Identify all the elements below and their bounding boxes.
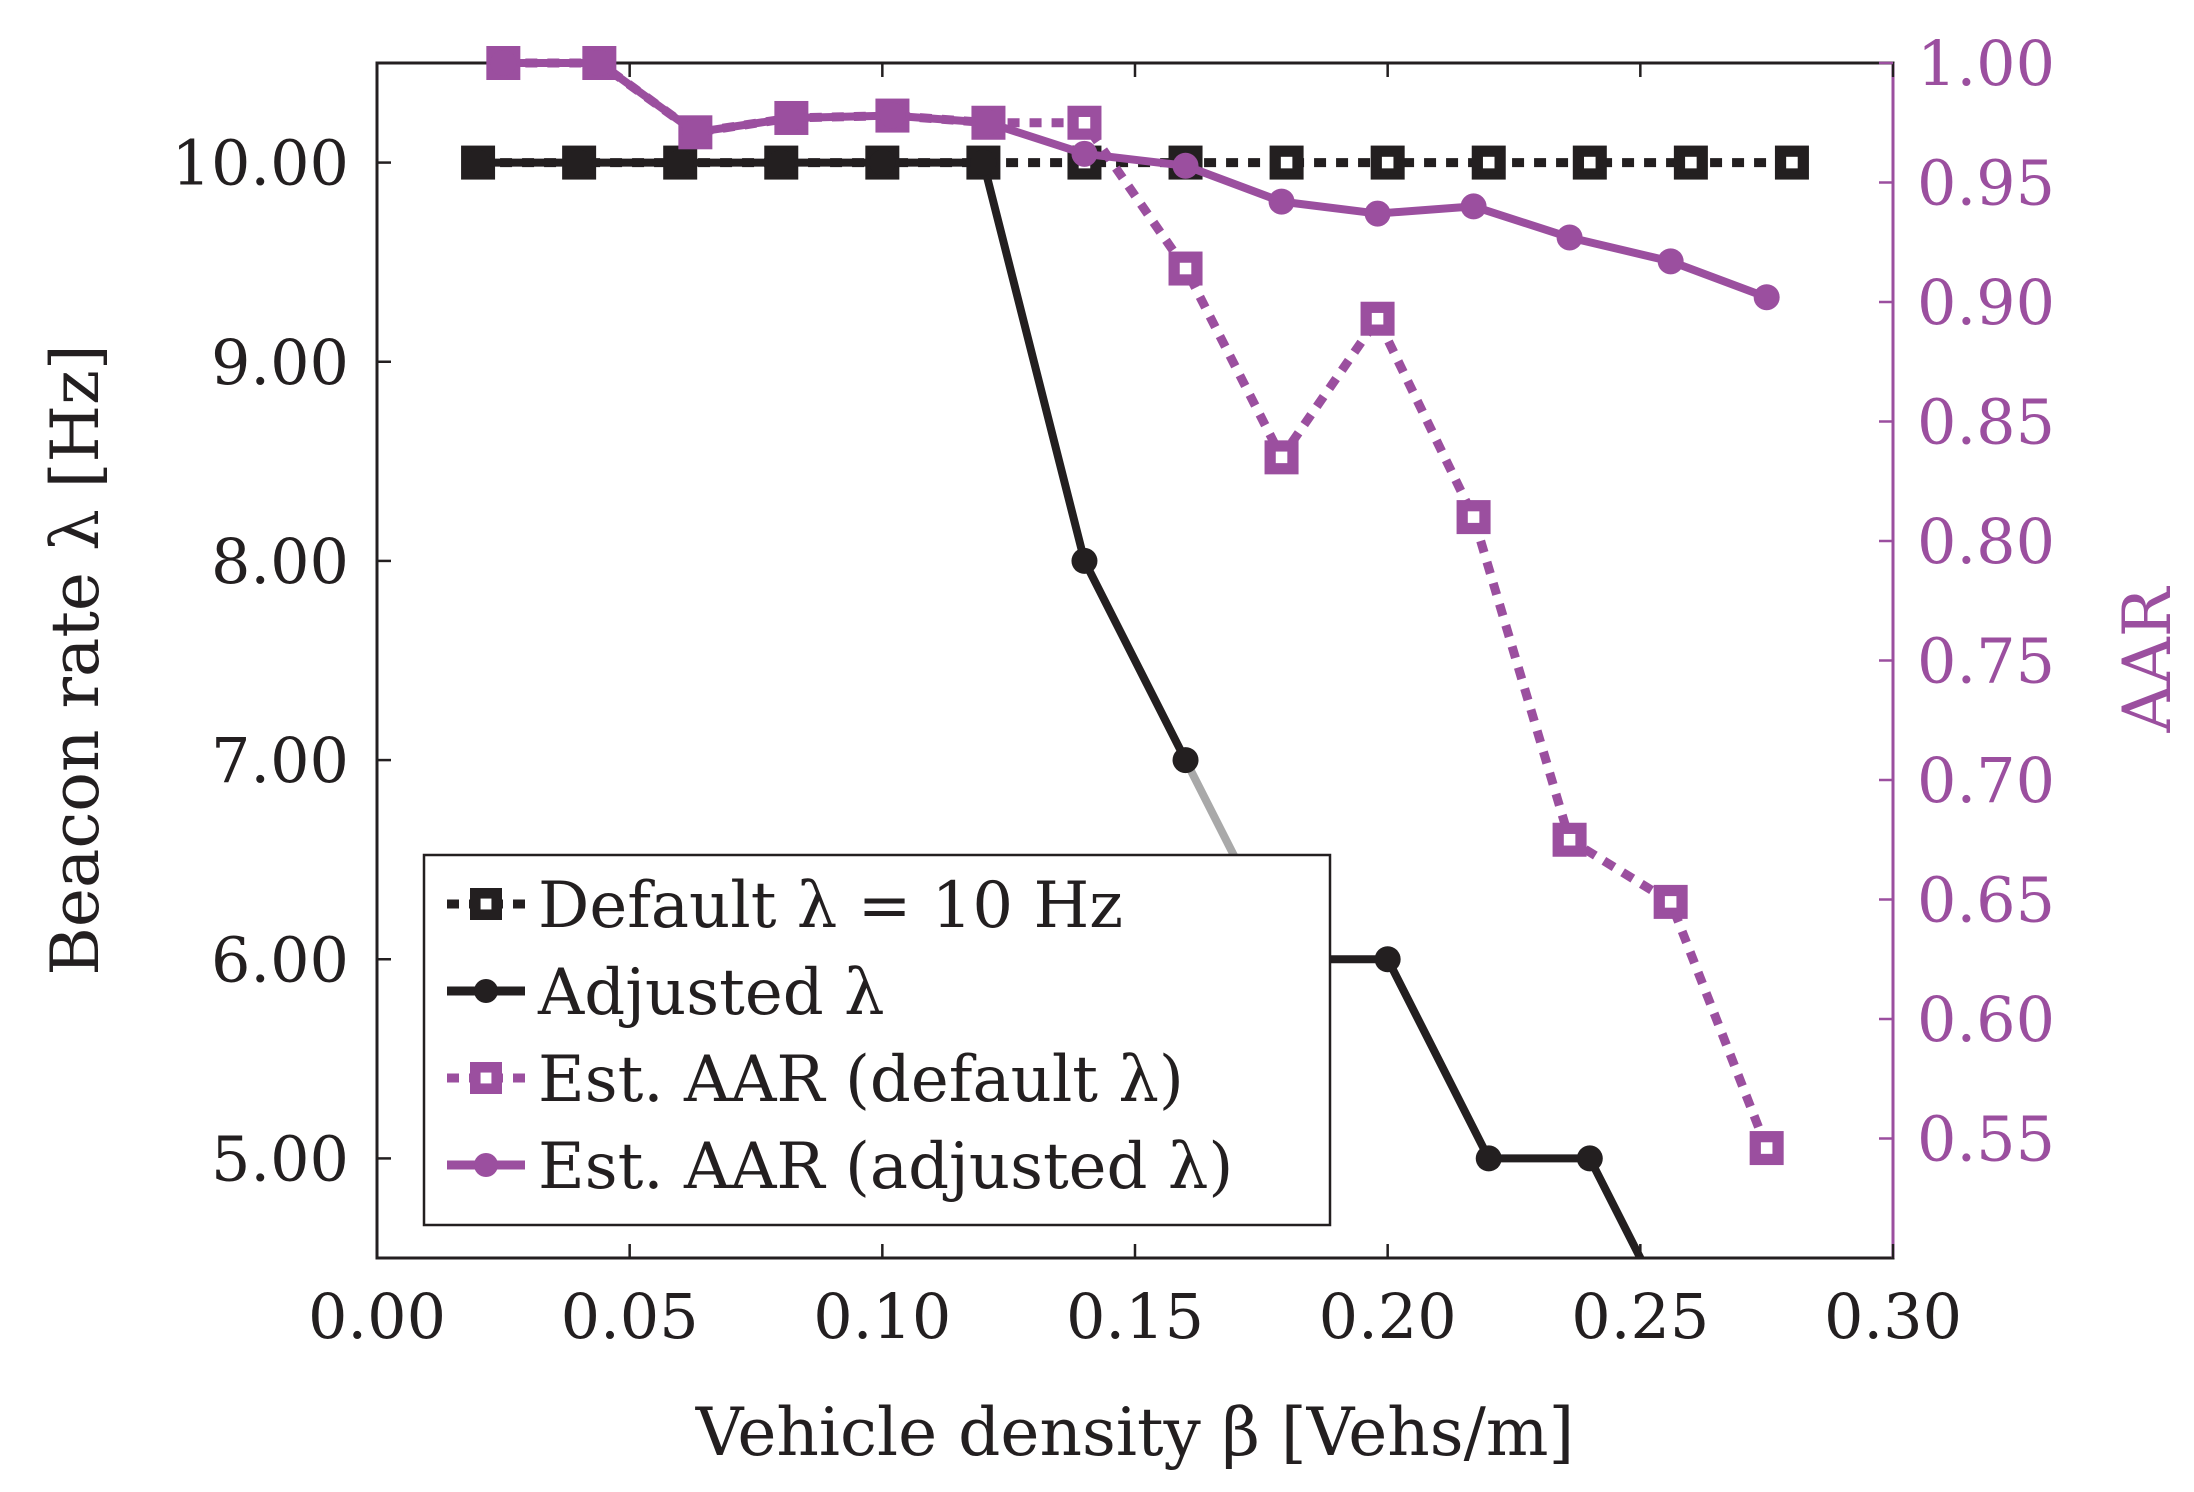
data-point bbox=[667, 149, 694, 176]
legend-label-default-lambda: Default λ = 10 Hz bbox=[538, 869, 1123, 943]
data-point bbox=[1576, 1145, 1603, 1172]
data-point bbox=[682, 119, 709, 146]
data-point bbox=[465, 149, 492, 176]
series-line-segment bbox=[979, 158, 1089, 565]
data-point bbox=[1364, 200, 1391, 227]
legend-label-aar-default: Est. AAR (default λ) bbox=[538, 1043, 1184, 1117]
legend-sample-marker bbox=[474, 1153, 498, 1177]
data-point-inner bbox=[1275, 451, 1288, 464]
series-line-segment bbox=[1383, 955, 1493, 1163]
x-axis-ticks: 0.00 0.05 0.10 0.15 0.20 0.25 0.30 bbox=[308, 63, 1962, 1353]
data-point-inner bbox=[1381, 156, 1394, 169]
data-point bbox=[1657, 248, 1684, 275]
x-tick-label: 0.30 bbox=[1824, 1280, 1962, 1353]
series-line-segment bbox=[1080, 556, 1190, 765]
data-point bbox=[1172, 152, 1199, 179]
series-layer bbox=[461, 46, 1809, 1258]
data-point bbox=[879, 102, 906, 129]
right-tick-label: 0.70 bbox=[1917, 744, 2055, 817]
legend-sample-marker bbox=[474, 979, 498, 1003]
data-point bbox=[566, 149, 593, 176]
data-point-inner bbox=[1584, 156, 1596, 169]
data-point-inner bbox=[1078, 116, 1091, 129]
left-tick-label: 5.00 bbox=[211, 1122, 349, 1195]
data-point-inner bbox=[1786, 156, 1798, 169]
legend-sample-marker-inner bbox=[480, 1072, 492, 1084]
data-point-inner bbox=[1179, 262, 1192, 275]
data-point-inner bbox=[1482, 156, 1495, 169]
data-point bbox=[1460, 193, 1487, 220]
left-axis-ticks: 5.00 6.00 7.00 8.00 9.00 10.00 bbox=[172, 127, 391, 1195]
left-axis-title: Beacon rate λ [Hz] bbox=[37, 344, 114, 975]
right-tick-label: 1.00 bbox=[1917, 27, 2055, 100]
data-point bbox=[975, 109, 1002, 136]
legend-label-adjusted-lambda: Adjusted λ bbox=[537, 956, 885, 1030]
x-tick-label: 0.25 bbox=[1571, 1280, 1709, 1353]
data-point bbox=[1071, 140, 1098, 167]
right-tick-label: 0.60 bbox=[1917, 983, 2055, 1056]
data-point-inner bbox=[1685, 156, 1697, 169]
x-tick-label: 0.20 bbox=[1319, 1280, 1457, 1353]
right-tick-label: 0.85 bbox=[1917, 386, 2055, 459]
data-point bbox=[1753, 284, 1780, 311]
data-point bbox=[1172, 747, 1199, 774]
data-point-inner bbox=[1280, 156, 1293, 169]
data-point-inner bbox=[1371, 312, 1384, 325]
data-point-inner bbox=[1563, 833, 1576, 846]
right-tick-label: 0.90 bbox=[1917, 266, 2055, 339]
data-point bbox=[1556, 224, 1583, 251]
right-tick-label: 0.75 bbox=[1917, 625, 2055, 698]
legend: Default λ = 10 Hz Adjusted λ Est. AAR (d… bbox=[422, 853, 1332, 1227]
left-tick-label: 7.00 bbox=[211, 724, 349, 797]
right-tick-label: 0.80 bbox=[1917, 505, 2055, 578]
x-tick-label: 0.05 bbox=[561, 1280, 699, 1353]
data-point bbox=[586, 50, 613, 76]
data-point bbox=[778, 104, 805, 131]
series-line-segment bbox=[1585, 1154, 1645, 1258]
data-point bbox=[1268, 188, 1295, 215]
data-point bbox=[1374, 946, 1401, 973]
legend-sample-marker-inner bbox=[480, 898, 492, 910]
legend-samples bbox=[447, 888, 525, 1177]
x-tick-label: 0.10 bbox=[813, 1280, 951, 1353]
legend-label-aar-adjusted: Est. AAR (adjusted λ) bbox=[538, 1130, 1233, 1204]
data-point bbox=[490, 50, 517, 76]
data-point-inner bbox=[1760, 1142, 1773, 1154]
x-tick-label: 0.15 bbox=[1066, 1280, 1204, 1353]
left-tick-label: 8.00 bbox=[211, 525, 349, 598]
left-tick-label: 9.00 bbox=[211, 326, 349, 399]
left-tick-label: 10.00 bbox=[172, 127, 350, 200]
right-tick-label: 0.65 bbox=[1917, 864, 2055, 937]
right-axis-ticks: 0.55 0.60 0.65 0.70 0.75 0.80 0.85 0.90 0.95 1.00 bbox=[1879, 27, 2055, 1176]
data-point bbox=[869, 149, 896, 176]
legend-box bbox=[422, 853, 1332, 1227]
left-tick-label: 6.00 bbox=[211, 923, 349, 996]
data-point-inner bbox=[1664, 896, 1677, 908]
right-axis-title: AAR bbox=[2109, 585, 2186, 733]
data-point bbox=[1071, 547, 1098, 574]
data-point bbox=[768, 149, 795, 176]
x-axis-title: Vehicle density β [Vehs/m] bbox=[695, 1394, 1574, 1471]
right-tick-label: 0.55 bbox=[1917, 1103, 2055, 1176]
x-tick-label: 0.00 bbox=[308, 1280, 446, 1353]
series-4 bbox=[490, 50, 1780, 311]
clipped-series bbox=[461, 46, 1809, 1258]
data-point bbox=[970, 149, 997, 176]
data-point bbox=[1475, 1145, 1502, 1172]
series-line bbox=[503, 59, 1769, 301]
right-tick-label: 0.95 bbox=[1917, 147, 2055, 220]
data-point-inner bbox=[1467, 511, 1480, 523]
